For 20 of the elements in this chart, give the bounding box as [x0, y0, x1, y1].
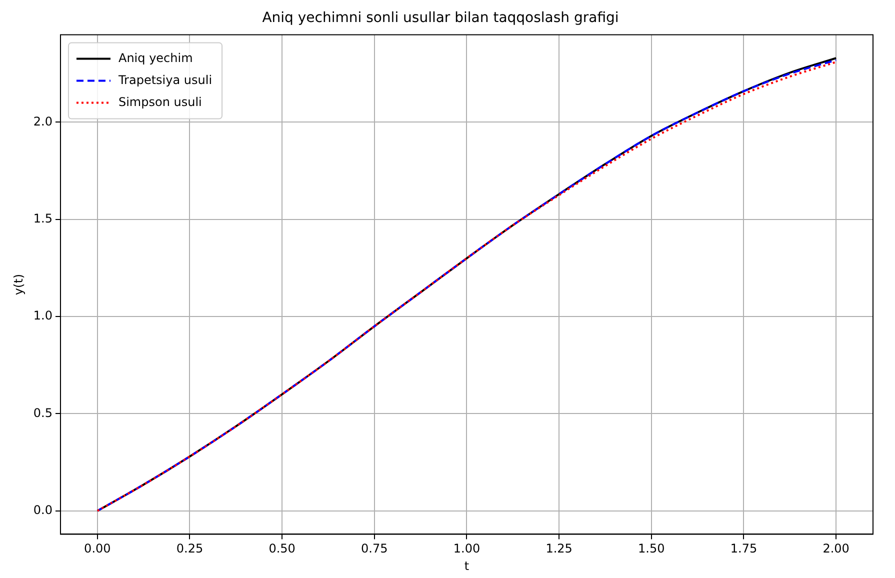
x-tick-label: 2.00 [822, 542, 850, 556]
legend-label: Simpson usuli [118, 94, 202, 109]
chart-title: Aniq yechimni sonli usullar bilan taqqoslash grafigi [262, 10, 619, 26]
x-tick-label: 1.75 [730, 542, 758, 556]
legend-label: Trapetsiya usuli [117, 72, 212, 87]
y-tick-label: 2.0 [33, 114, 52, 128]
x-tick-label: 1.25 [546, 542, 572, 556]
x-tick-label: 0.50 [268, 542, 296, 556]
y-tick-label: 1.5 [33, 212, 52, 226]
legend-label: Aniq yechim [118, 50, 193, 65]
x-tick-label: 1.50 [638, 542, 665, 556]
x-tick-label: 0.00 [84, 542, 111, 556]
y-tick-label: 1.0 [33, 308, 52, 323]
x-tick-label: 0.25 [176, 542, 204, 556]
y-tick-label: 0.0 [33, 503, 52, 518]
y-axis-title: y(t) [11, 274, 26, 296]
y-tick-label: 0.5 [33, 406, 52, 420]
x-tick-label: 0.75 [361, 542, 388, 556]
x-axis-title: t [464, 558, 470, 573]
x-tick-label: 1.00 [453, 542, 480, 556]
